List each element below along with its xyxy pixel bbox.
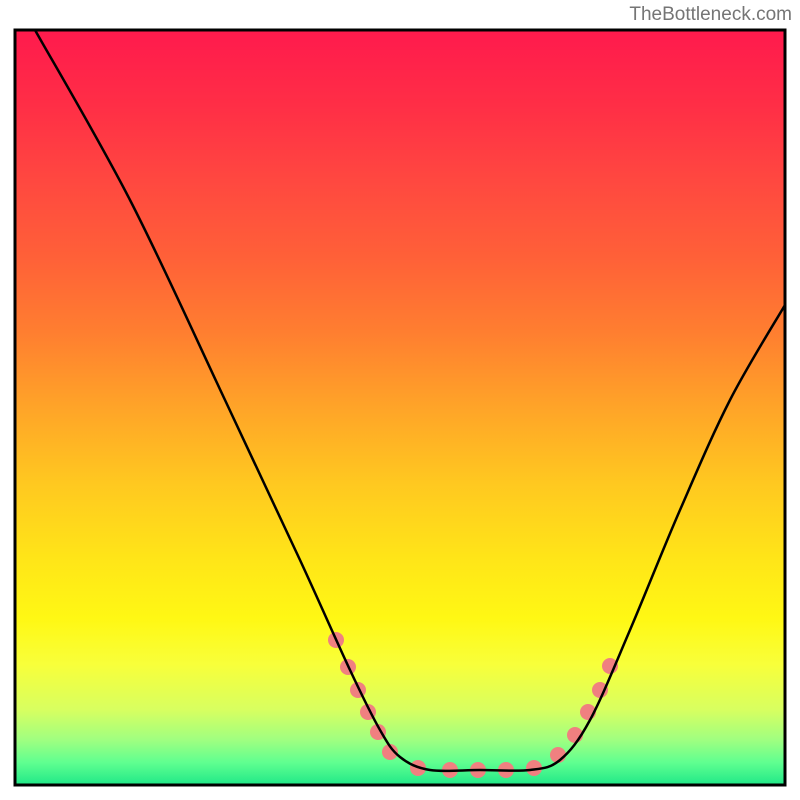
gradient-background <box>15 30 785 785</box>
bottleneck-chart <box>0 0 800 800</box>
plot-area <box>15 30 785 785</box>
attribution-text: TheBottleneck.com <box>629 4 792 26</box>
